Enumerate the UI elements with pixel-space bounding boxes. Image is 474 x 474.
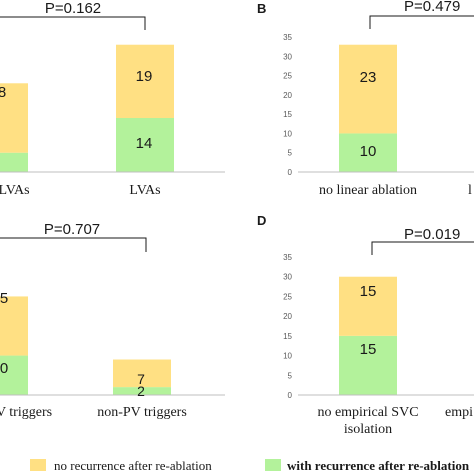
x-tick-d-right: empi (445, 405, 473, 420)
y-tick-label-b: 20 (283, 91, 292, 100)
bar-a-right-with-recurrence (116, 118, 174, 172)
significance-bracket-b (369, 15, 474, 29)
data-label-a-left-no: 8 (0, 84, 6, 101)
y-tick-label-b: 10 (283, 129, 292, 138)
p-value-c: P=0.707 (44, 221, 100, 238)
y-tick-label-b: 30 (283, 52, 292, 61)
x-tick-d-left-line2: isolation (344, 422, 392, 437)
y-tick-label-d: 25 (283, 292, 292, 301)
y-tick-label-b: 25 (283, 72, 292, 81)
data-label-c-right-with: 2 (137, 383, 145, 399)
data-label-a-right-with: 14 (136, 135, 153, 152)
y-tick-label-d: 35 (283, 253, 292, 262)
data-label-d-left-with: 15 (360, 341, 377, 358)
significance-bracket-d (371, 241, 474, 255)
data-label-c-left-with: 0 (0, 360, 8, 377)
y-axis-ticks-d: 0 5 10 15 20 25 30 35 (283, 253, 292, 400)
bar-a-left-with-recurrence (0, 152, 28, 172)
legend-swatch-no-recurrence (30, 459, 46, 471)
bar-b-left-no-recurrence (339, 44, 397, 134)
x-tick-c-right: non-PV triggers (97, 405, 187, 420)
panel-letter-b: B (257, 1, 266, 16)
bar-d-left-with-recurrence (339, 335, 397, 395)
data-label-d-left-no: 15 (360, 283, 377, 300)
panel-a: 8 19 14 LVAs LVAs P=0.162 (0, 0, 225, 198)
panel-c: 5 0 7 2 V triggers non-PV triggers P=0.7… (0, 221, 225, 420)
legend-swatch-with-recurrence (265, 459, 281, 471)
p-value-b: P=0.479 (404, 0, 460, 15)
bar-c-left-no-recurrence (0, 296, 28, 356)
bar-a-right-no-recurrence (116, 44, 174, 118)
bar-a-left-no-recurrence (0, 83, 28, 153)
y-tick-label-b: 15 (283, 110, 292, 119)
legend-label-with-recurrence: with recurrence after re-ablation (287, 458, 470, 473)
x-tick-d-left-line1: no empirical SVC (317, 405, 418, 420)
legend-label-no-recurrence: no recurrence after re-ablation (54, 458, 212, 473)
y-tick-label-b: 5 (288, 149, 293, 158)
x-tick-c-left: V triggers (0, 405, 52, 420)
y-tick-label-d: 10 (283, 352, 292, 361)
y-tick-label-d: 20 (283, 312, 292, 321)
panel-letter-d: D (257, 213, 266, 228)
y-tick-label-d: 0 (288, 391, 293, 400)
x-tick-a-right: LVAs (129, 183, 160, 198)
y-axis-ticks-b: 0 5 10 15 20 25 30 35 (283, 33, 292, 177)
p-value-d: P=0.019 (404, 226, 460, 243)
data-label-b-left-with: 10 (360, 143, 377, 160)
bar-d-left-no-recurrence (339, 276, 397, 336)
data-label-c-left-no: 5 (0, 290, 8, 307)
bar-c-left-with-recurrence (0, 355, 28, 395)
data-label-a-right-no: 19 (136, 68, 153, 85)
data-label-c-right-no: 7 (137, 371, 145, 387)
x-tick-a-left: LVAs (0, 183, 30, 198)
data-label-b-left-no: 23 (360, 69, 377, 86)
bar-c-right-with-recurrence (113, 387, 171, 395)
y-tick-label-b: 0 (288, 168, 293, 177)
x-tick-b-right: l (468, 183, 472, 198)
panel-b: B 0 5 10 15 20 25 30 35 23 10 no linear ablatio… (257, 0, 474, 198)
y-tick-label-b: 35 (283, 33, 292, 42)
bar-c-right-no-recurrence (113, 359, 171, 388)
bar-b-left-with-recurrence (339, 133, 397, 172)
significance-bracket-a (0, 16, 146, 30)
legend: no recurrence after re-ablation with rec… (30, 458, 470, 473)
p-value-a: P=0.162 (45, 0, 101, 17)
significance-bracket-c (0, 237, 147, 252)
y-tick-label-d: 30 (283, 273, 292, 282)
y-tick-label-d: 5 (288, 371, 293, 380)
y-tick-label-d: 15 (283, 332, 292, 341)
x-tick-b-left: no linear ablation (319, 183, 417, 198)
